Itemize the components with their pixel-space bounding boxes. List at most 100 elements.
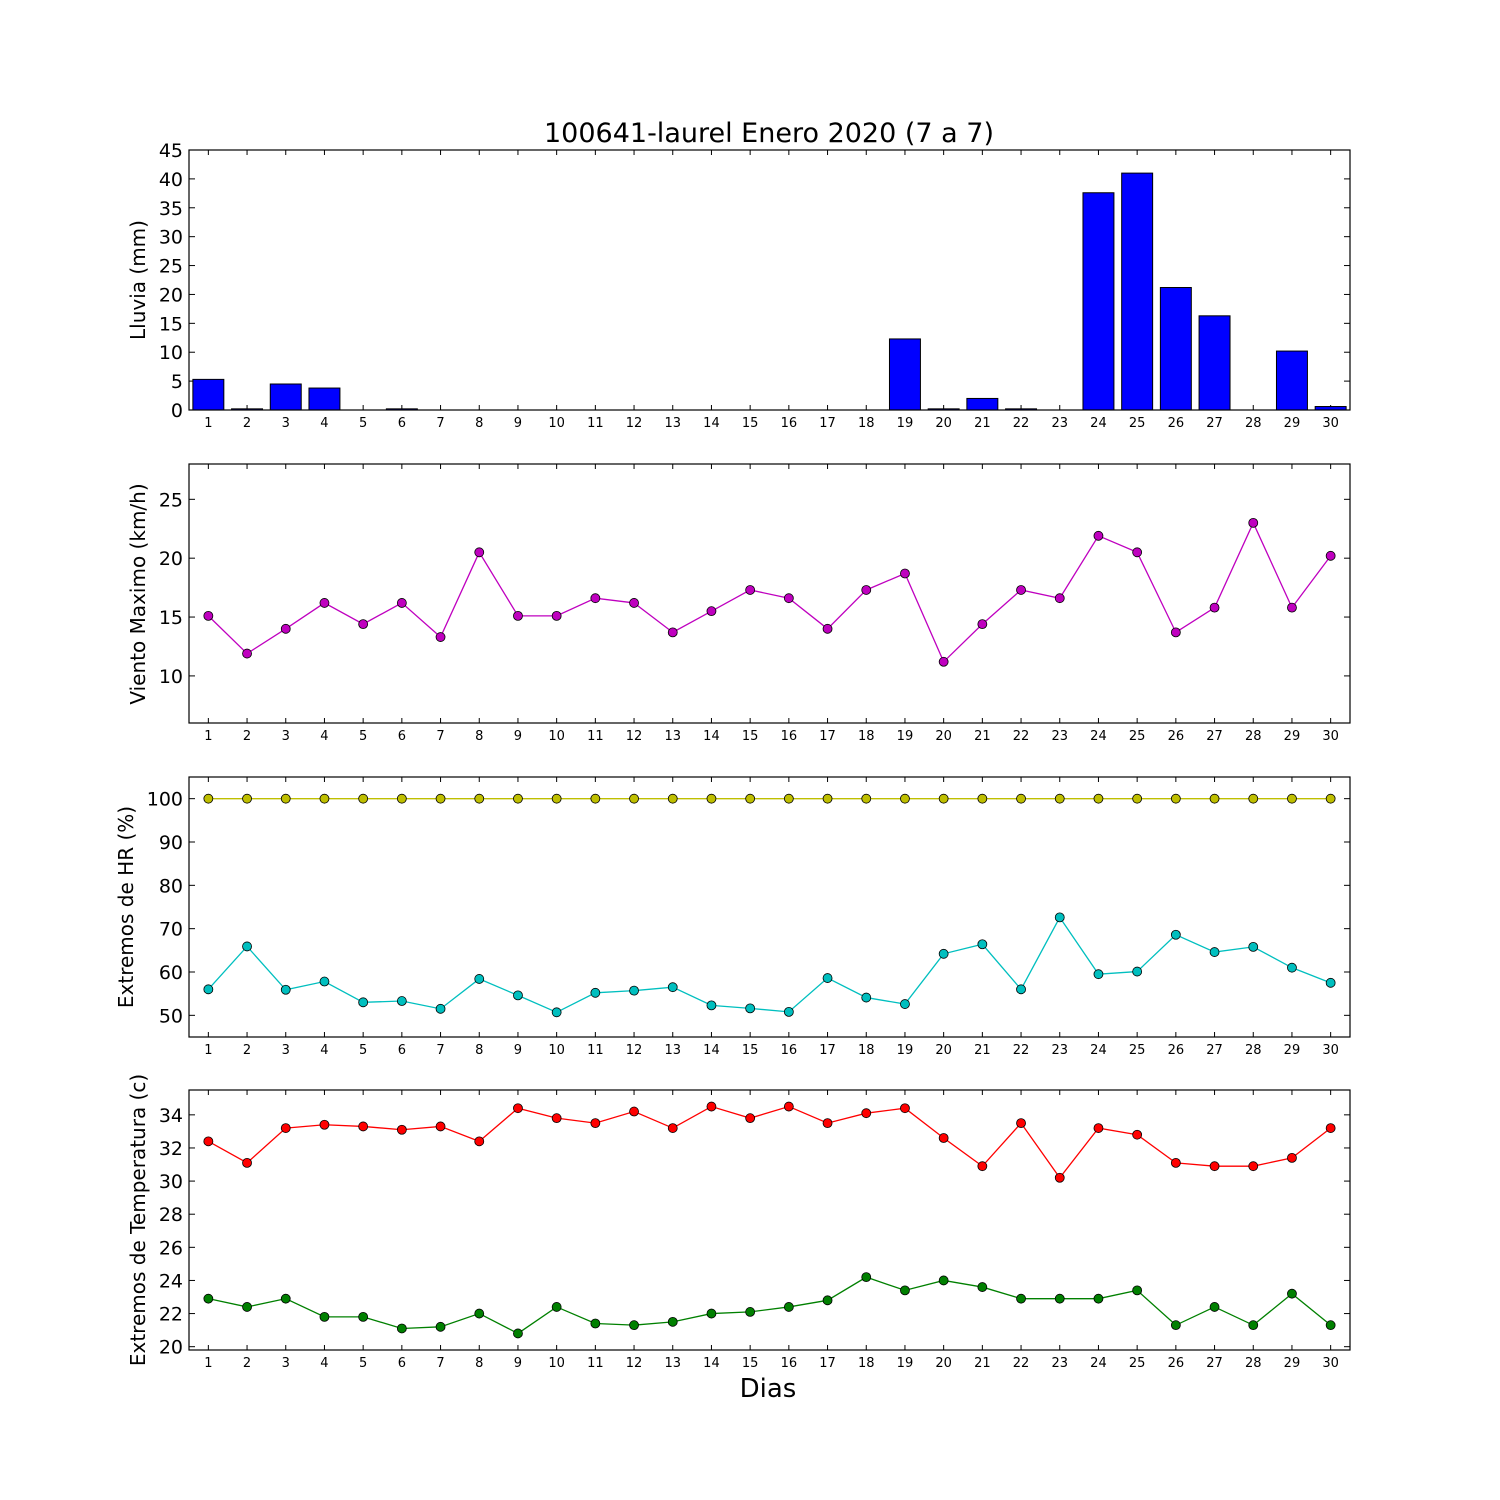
x-tick-label: 15	[742, 729, 759, 744]
data-point	[1170, 793, 1181, 804]
data-point	[590, 793, 601, 804]
x-tick-label: 7	[436, 1356, 444, 1371]
x-tick-label: 7	[436, 416, 444, 431]
x-tick-label: 9	[514, 729, 522, 744]
x-tick-label: 4	[320, 1356, 328, 1371]
x-tick-label: 22	[1013, 416, 1030, 431]
data-point	[1093, 793, 1104, 804]
x-tick-label: 28	[1245, 729, 1262, 744]
data-point	[551, 1113, 562, 1124]
y-tick-label: 60	[159, 962, 183, 984]
data-point	[1093, 530, 1104, 541]
x-tick-label: 27	[1206, 416, 1223, 431]
chart-title: 100641-laurel Enero 2020 (7 a 7)	[544, 118, 994, 149]
data-point	[900, 999, 910, 1009]
y-axis-label: Lluvia (mm)	[126, 220, 150, 340]
x-tick-label: 23	[1051, 416, 1068, 431]
x-tick-label: 23	[1051, 729, 1068, 744]
y-tick-label: 0	[171, 400, 183, 422]
data-point	[474, 547, 485, 558]
x-tick-label: 13	[664, 729, 681, 744]
y-tick-label: 25	[159, 256, 183, 278]
data-point	[1248, 1161, 1259, 1172]
data-point	[629, 1106, 639, 1117]
x-tick-label: 11	[587, 1356, 604, 1371]
x-tick-label: 28	[1245, 416, 1262, 431]
plot-frame	[188, 149, 1351, 411]
data-point	[242, 1302, 252, 1312]
data-point	[1016, 1118, 1026, 1129]
x-tick-label: 9	[514, 1356, 522, 1371]
data-point	[938, 1275, 949, 1286]
x-tick-label: 4	[320, 1043, 328, 1058]
rain-bar	[308, 387, 341, 411]
data-point	[590, 593, 601, 604]
plot-frame	[188, 776, 1351, 1038]
data-point	[1248, 793, 1259, 804]
data-point	[1287, 1152, 1297, 1163]
y-tick-label: 70	[159, 919, 183, 941]
data-point	[745, 1307, 756, 1317]
data-point	[667, 1123, 678, 1133]
data-point	[977, 793, 988, 804]
x-tick-label: 22	[1013, 729, 1030, 744]
data-point	[396, 996, 407, 1006]
data-point	[745, 1113, 756, 1124]
data-point	[1209, 1302, 1220, 1312]
x-tick-label: 27	[1206, 1043, 1223, 1058]
y-tick-label: 20	[159, 548, 183, 570]
plot-frame	[188, 463, 1351, 724]
x-tick-label: 18	[858, 1043, 875, 1058]
data-point	[706, 1101, 717, 1112]
x-tick-label: 26	[1168, 1356, 1185, 1371]
data-point	[1209, 602, 1220, 613]
x-tick-label: 25	[1129, 729, 1146, 744]
data-point	[745, 793, 756, 804]
data-point	[1016, 1293, 1026, 1304]
data-point	[861, 1108, 872, 1119]
x-tick-label: 23	[1051, 1043, 1068, 1058]
data-point	[822, 623, 833, 634]
x-tick-label: 17	[819, 1043, 836, 1058]
x-tick-label: 4	[320, 416, 328, 431]
data-point	[396, 1124, 407, 1135]
x-tick-label: 6	[398, 729, 406, 744]
data-point	[396, 598, 407, 608]
rain-bar	[1275, 350, 1308, 411]
rain-bar	[888, 338, 921, 411]
x-tick-label: 12	[626, 416, 643, 431]
y-tick-label: 20	[159, 1337, 183, 1359]
x-tick-label: 24	[1090, 1043, 1107, 1058]
x-tick-label: 12	[626, 1356, 643, 1371]
data-point	[1132, 793, 1143, 804]
data-point	[977, 619, 988, 630]
x-tick-label: 5	[359, 416, 367, 431]
data-point	[396, 1323, 407, 1334]
data-point	[280, 1293, 291, 1304]
x-tick-label: 21	[974, 1043, 991, 1058]
rain-bar	[192, 378, 225, 411]
data-point	[203, 984, 214, 995]
x-tick-label: 25	[1129, 1043, 1146, 1058]
data-point	[629, 793, 639, 804]
series-line	[208, 1276, 1332, 1335]
data-point	[977, 1161, 988, 1172]
data-point	[822, 793, 833, 804]
rain-bar	[1121, 172, 1154, 411]
x-tick-label: 2	[243, 1356, 251, 1371]
data-point	[396, 793, 407, 804]
data-point	[1132, 547, 1143, 558]
data-point	[242, 1157, 252, 1168]
y-tick-label: 34	[159, 1105, 183, 1127]
x-tick-label: 8	[475, 416, 483, 431]
data-point	[513, 610, 523, 621]
y-tick-label: 10	[159, 342, 183, 364]
data-point	[474, 1308, 485, 1319]
data-point	[1132, 1285, 1143, 1296]
data-point	[1016, 984, 1026, 995]
y-tick-label: 100	[147, 789, 183, 811]
data-point	[551, 1007, 562, 1018]
data-point	[900, 1285, 910, 1296]
x-tick-label: 17	[819, 416, 836, 431]
x-tick-label: 28	[1245, 1043, 1262, 1058]
